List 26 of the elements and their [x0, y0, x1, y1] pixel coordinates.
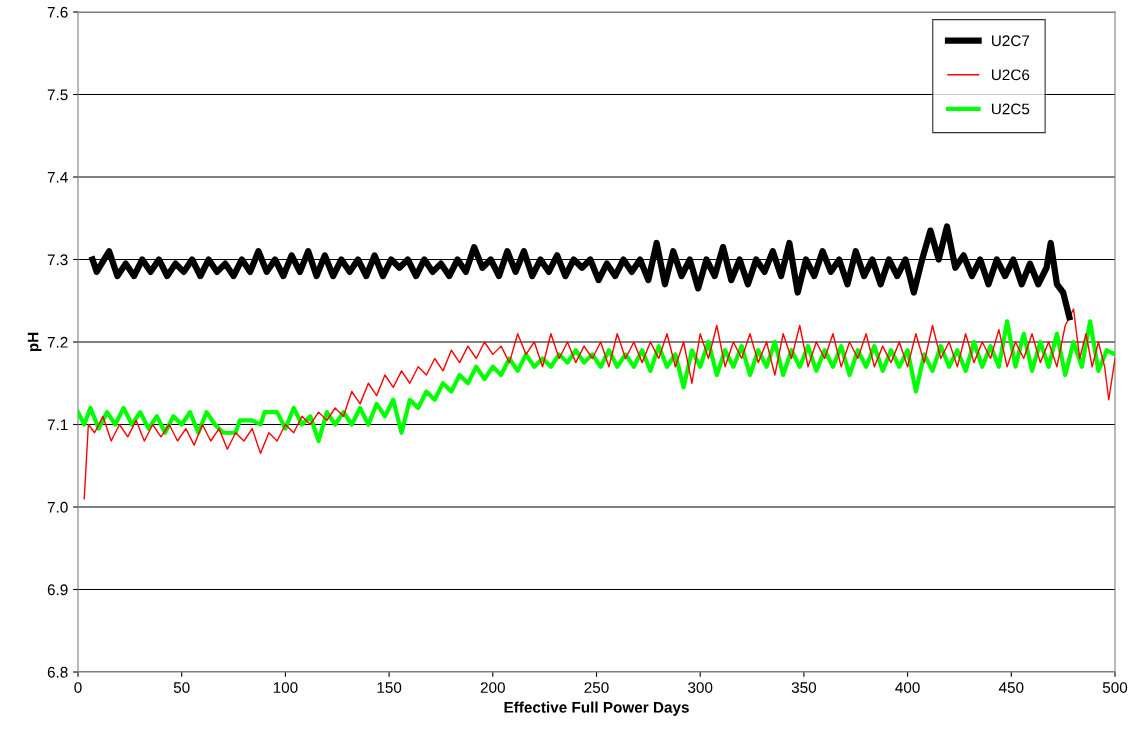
- y-tick-label: 7.5: [47, 89, 68, 101]
- legend-label: U2C5: [991, 103, 1030, 115]
- legend-label: U2C6: [991, 69, 1030, 81]
- x-tick-label: 350: [791, 682, 817, 693]
- x-tick-label: 400: [895, 682, 920, 693]
- y-tick-label: 6.9: [47, 584, 68, 596]
- y-tick-label: 7.1: [47, 419, 68, 431]
- x-tick-label: 500: [1102, 682, 1128, 693]
- y-tick-label: 7.4: [47, 172, 68, 183]
- x-axis-title: Effective Full Power Days: [504, 701, 689, 716]
- line-series: [83, 308, 1115, 500]
- x-tick-label: 150: [377, 682, 402, 693]
- x-tick-label: 50: [173, 682, 190, 693]
- x-tick-label: 200: [480, 682, 505, 693]
- y-axis-title: pH: [27, 332, 42, 352]
- legend-label: U2C7: [991, 35, 1030, 47]
- x-tick-label: 450: [998, 682, 1024, 693]
- x-tick-label: 0: [74, 682, 82, 693]
- x-tick-label: 300: [688, 682, 713, 693]
- y-tick-label: 7.6: [47, 6, 68, 18]
- y-tick-label: 7.3: [47, 254, 68, 266]
- x-tick-label: 100: [273, 682, 298, 693]
- y-tick-label: 7.2: [47, 336, 68, 348]
- x-tick-label: 250: [584, 682, 609, 693]
- y-tick-label: 6.8: [47, 666, 68, 678]
- y-tick-label: 7.0: [47, 501, 68, 513]
